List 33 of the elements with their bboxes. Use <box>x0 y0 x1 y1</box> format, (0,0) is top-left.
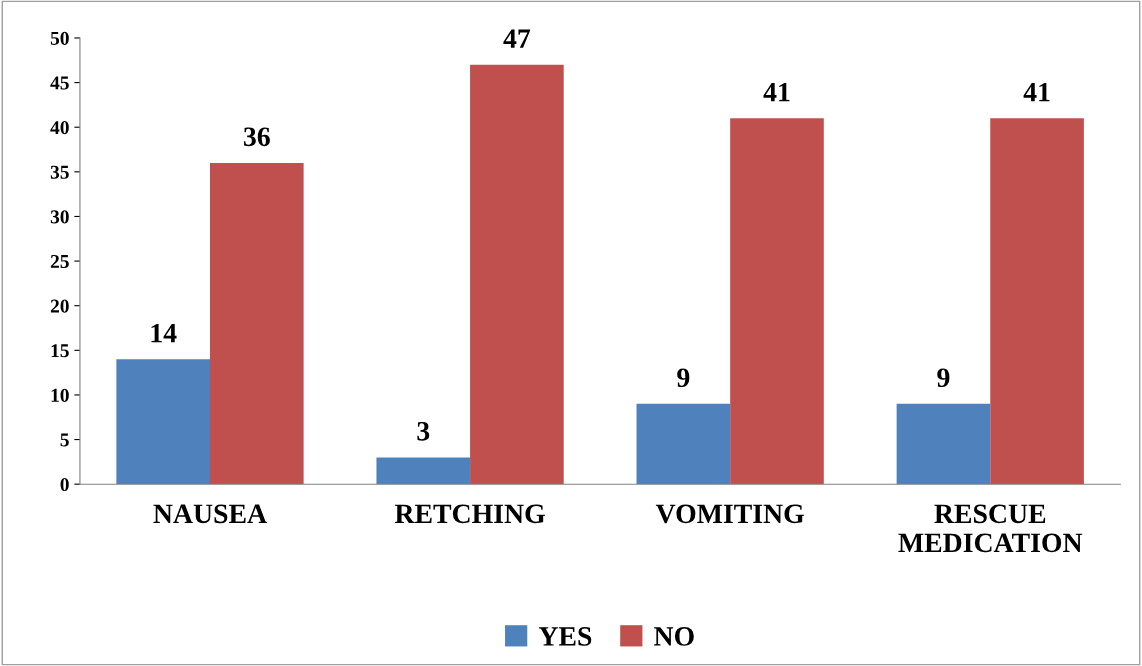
y-tick-label: 25 <box>50 254 69 269</box>
y-tick-label: 5 <box>60 433 69 447</box>
data-label: 9 <box>677 368 690 388</box>
y-tick-label: 40 <box>50 121 69 135</box>
x-tick-label: VOMITING <box>655 504 804 524</box>
y-tick-label: 10 <box>51 388 69 402</box>
bar <box>636 403 731 485</box>
data-label: 41 <box>1023 82 1050 102</box>
bar <box>470 64 564 485</box>
bar <box>209 162 304 485</box>
x-tick-label: RETCHING <box>394 504 545 524</box>
bar <box>116 359 210 485</box>
data-label: 41 <box>763 82 790 102</box>
bar <box>376 457 471 485</box>
y-tick-label: 20 <box>50 299 69 313</box>
y-tick-label: 45 <box>50 76 69 90</box>
bar <box>730 118 824 485</box>
data-label: 14 <box>151 323 177 343</box>
data-label: 36 <box>243 127 270 147</box>
y-tick-label: 30 <box>50 210 69 224</box>
y-tick-label: 50 <box>50 31 69 45</box>
bar <box>990 118 1084 485</box>
data-label: 3 <box>417 421 430 441</box>
x-tick-label: NAUSEA <box>153 504 267 524</box>
data-label: 9 <box>937 368 950 388</box>
y-tick-label: 0 <box>60 478 69 492</box>
y-tick-label: 15 <box>51 344 69 358</box>
legend-label: NO <box>654 627 694 646</box>
x-tick-label: RESCUE MEDICATION <box>898 504 1083 553</box>
y-tick-label: 35 <box>50 165 69 179</box>
bar <box>896 403 991 485</box>
data-label: 47 <box>503 29 531 48</box>
legend-label: YES <box>538 627 592 646</box>
